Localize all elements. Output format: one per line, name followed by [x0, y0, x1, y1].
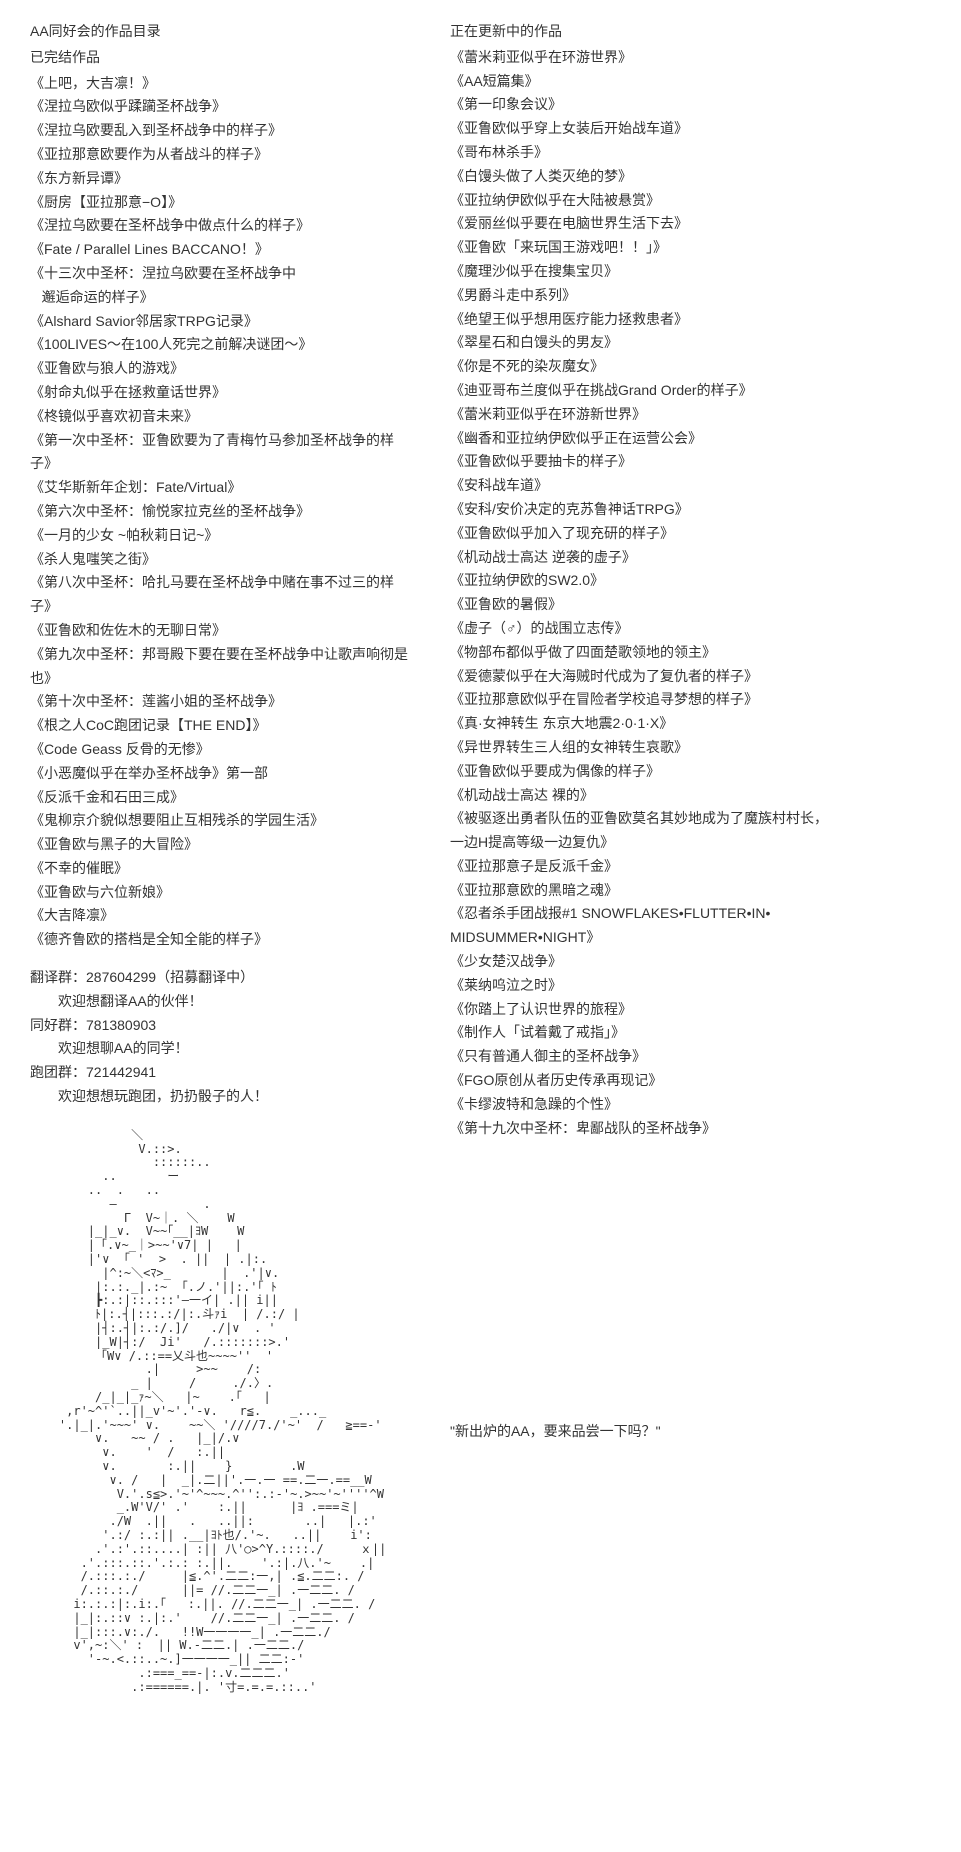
list-item: 《鬼柳京介貌似想要阻止互相残杀的学园生活》: [30, 809, 410, 833]
list-item: 《亚拉那意子是反派千金》: [450, 855, 931, 879]
list-item: 《Code Geass 反骨的无惨》: [30, 738, 410, 762]
list-item: 《卡缪波特和急躁的个性》: [450, 1093, 931, 1117]
list-item: 《涅拉乌欧似乎蹂躏圣杯战争》: [30, 95, 410, 119]
list-item: 《莱纳呜泣之时》: [450, 974, 931, 998]
catalog-heading: AA同好会的作品目录: [30, 20, 410, 44]
list-item: 《亚鲁欧似乎穿上女装后开始战车道》: [450, 117, 931, 141]
list-item: 《亚鲁欧的暑假》: [450, 593, 931, 617]
list-item: 《亚拉那意欧似乎在冒险者学校追寻梦想的样子》: [450, 688, 931, 712]
list-item: 《反派千金和石田三成》: [30, 786, 410, 810]
list-item: 《第十九次中圣杯：卑鄙战队的圣杯战争》: [450, 1117, 931, 1141]
list-item: 《涅拉乌欧要在圣杯战争中做点什么的样子》: [30, 214, 410, 238]
list-item: 《AA短篇集》: [450, 70, 931, 94]
list-item: 《少女楚汉战争》: [450, 950, 931, 974]
group-sub: 欢迎想翻译AA的伙伴！: [30, 990, 410, 1014]
list-item: 《亚鲁欧似乎要抽卡的样子》: [450, 450, 931, 474]
group-sub: 欢迎想聊AA的同学！: [30, 1037, 410, 1061]
updating-list: 《蕾米莉亚似乎在环游世界》《AA短篇集》《第一印象会议》《亚鲁欧似乎穿上女装后开…: [450, 46, 931, 1141]
list-item: 《亚拉那意欧的黑暗之魂》: [450, 879, 931, 903]
list-item: 《哥布林杀手》: [450, 141, 931, 165]
ascii-art: ＼ V.::>. ::::::.. .. ー .. . .. ― . Γ V~｜…: [30, 1129, 410, 1695]
completed-title: 已完结作品: [30, 46, 410, 70]
list-item: 《亚鲁欧似乎要成为偶像的样子》: [450, 760, 931, 784]
list-item: 《第六次中圣杯：愉悦家拉克丝的圣杯战争》: [30, 500, 410, 524]
list-item: 《涅拉乌欧要乱入到圣杯战争中的样子》: [30, 119, 410, 143]
list-item: 《蕾米莉亚似乎在环游新世界》: [450, 403, 931, 427]
list-item: 《第十次中圣杯：莲酱小姐的圣杯战争》: [30, 690, 410, 714]
list-item: 《第一次中圣杯：亚鲁欧要为了青梅竹马参加圣杯战争的样子》: [30, 429, 410, 477]
list-item: 《男爵斗走中系列》: [450, 284, 931, 308]
list-item: 《安科/安价决定的克苏鲁神话TRPG》: [450, 498, 931, 522]
list-item: 《东方新异谭》: [30, 167, 410, 191]
list-item: 《不幸的催眠》: [30, 857, 410, 881]
list-item: 《机动战士高达 逆袭的虚子》: [450, 546, 931, 570]
list-item: 《FGO原创从者历史传承再现记》: [450, 1069, 931, 1093]
list-item: 《异世界转生三人组的女神转生哀歌》: [450, 736, 931, 760]
list-item: 《你踏上了认识世界的旅程》: [450, 998, 931, 1022]
list-item: 《绝望王似乎想用医疗能力拯救患者》: [450, 308, 931, 332]
list-item: 《亚鲁欧与六位新娘》: [30, 881, 410, 905]
list-item: 《被驱逐出勇者队伍的亚鲁欧莫名其妙地成为了魔族村村长， 一边H提高等级一边复仇》: [450, 807, 931, 855]
list-item: 《德齐鲁欧的搭档是全知全能的样子》: [30, 928, 410, 952]
list-item: 《翠星石和白馒头的男友》: [450, 331, 931, 355]
list-item: 《物部布都似乎做了四面楚歌领地的领主》: [450, 641, 931, 665]
list-item: 《艾华斯新年企划：Fate/Virtual》: [30, 476, 410, 500]
list-item: 《射命丸似乎在拯救童话世界》: [30, 381, 410, 405]
list-item: 《真·女神转生 东京大地震2·0·1·X》: [450, 712, 931, 736]
list-item: 《厨房【亚拉那意−O】》: [30, 191, 410, 215]
list-item: 《忍者杀手团战报#1 SNOWFLAKES•FLUTTER•IN• MIDSUM…: [450, 902, 931, 950]
list-item: 《十三次中圣杯：涅拉乌欧要在圣杯战争中 邂逅命运的样子》: [30, 262, 410, 310]
quote-text: "新出炉的AA，要来品尝一下吗？": [450, 1420, 931, 1444]
list-item: 《第九次中圣杯：邦哥殿下要在要在圣杯战争中让歌声响彻是也》: [30, 643, 410, 691]
list-item: 《Alshard Savior邻居家TRPG记录》: [30, 310, 410, 334]
list-item: 《亚拉纳伊欧似乎在大陆被悬赏》: [450, 189, 931, 213]
list-item: 《蕾米莉亚似乎在环游世界》: [450, 46, 931, 70]
group-label: 翻译群：287604299（招募翻译中）: [30, 966, 410, 990]
list-item: 《亚拉纳伊欧的SW2.0》: [450, 569, 931, 593]
list-item: 《上吧，大吉凛！》: [30, 72, 410, 96]
list-item: 《爱丽丝似乎要在电脑世界生活下去》: [450, 212, 931, 236]
list-item: 《第一印象会议》: [450, 93, 931, 117]
list-item: 《爱德蒙似乎在大海贼时代成为了复仇者的样子》: [450, 665, 931, 689]
list-item: 《迪亚哥布兰度似乎在挑战Grand Order的样子》: [450, 379, 931, 403]
list-item: 《柊镜似乎喜欢初音未来》: [30, 405, 410, 429]
group-label: 同好群：781380903: [30, 1014, 410, 1038]
group-label: 跑团群：721442941: [30, 1061, 410, 1085]
list-item: 《亚鲁欧「来玩国王游戏吧！！」》: [450, 236, 931, 260]
list-item: 《虚子（♂）的战围立志传》: [450, 617, 931, 641]
list-item: 《亚鲁欧与狼人的游戏》: [30, 357, 410, 381]
list-item: 《杀人鬼嗤笑之街》: [30, 548, 410, 572]
list-item: 《亚拉那意欧要作为从者战斗的样子》: [30, 143, 410, 167]
group-info: 翻译群：287604299（招募翻译中）欢迎想翻译AA的伙伴！同好群：78138…: [30, 966, 410, 1109]
list-item: 《大吉降凛》: [30, 904, 410, 928]
list-item: 《一月的少女 ~帕秋莉日记~》: [30, 524, 410, 548]
list-item: 《魔理沙似乎在搜集宝贝》: [450, 260, 931, 284]
list-item: 《白馒头做了人类灭绝的梦》: [450, 165, 931, 189]
list-item: 《机动战士高达 裸的》: [450, 784, 931, 808]
list-item: 《小恶魔似乎在举办圣杯战争》第一部: [30, 762, 410, 786]
list-item: 《只有普通人御主的圣杯战争》: [450, 1045, 931, 1069]
list-item: 《亚鲁欧似乎加入了现充研的样子》: [450, 522, 931, 546]
list-item: 《安科战车道》: [450, 474, 931, 498]
group-sub: 欢迎想想玩跑团，扔扔骰子的人！: [30, 1085, 410, 1109]
list-item: 《你是不死的染灰魔女》: [450, 355, 931, 379]
list-item: 《制作人「试着戴了戒指」》: [450, 1021, 931, 1045]
completed-list: 《上吧，大吉凛！》《涅拉乌欧似乎蹂躏圣杯战争》《涅拉乌欧要乱入到圣杯战争中的样子…: [30, 72, 410, 952]
list-item: 《幽香和亚拉纳伊欧似乎正在运营公会》: [450, 427, 931, 451]
updating-title: 正在更新中的作品: [450, 20, 931, 44]
list-item: 《Fate / Parallel Lines BACCANO！》: [30, 238, 410, 262]
list-item: 《亚鲁欧与黑子的大冒险》: [30, 833, 410, 857]
list-item: 《第八次中圣杯：哈扎马要在圣杯战争中赌在事不过三的样子》: [30, 571, 410, 619]
list-item: 《根之人CoC跑团记录【THE END】》: [30, 714, 410, 738]
list-item: 《100LIVES～在100人死完之前解决谜团～》: [30, 333, 410, 357]
list-item: 《亚鲁欧和佐佐木的无聊日常》: [30, 619, 410, 643]
